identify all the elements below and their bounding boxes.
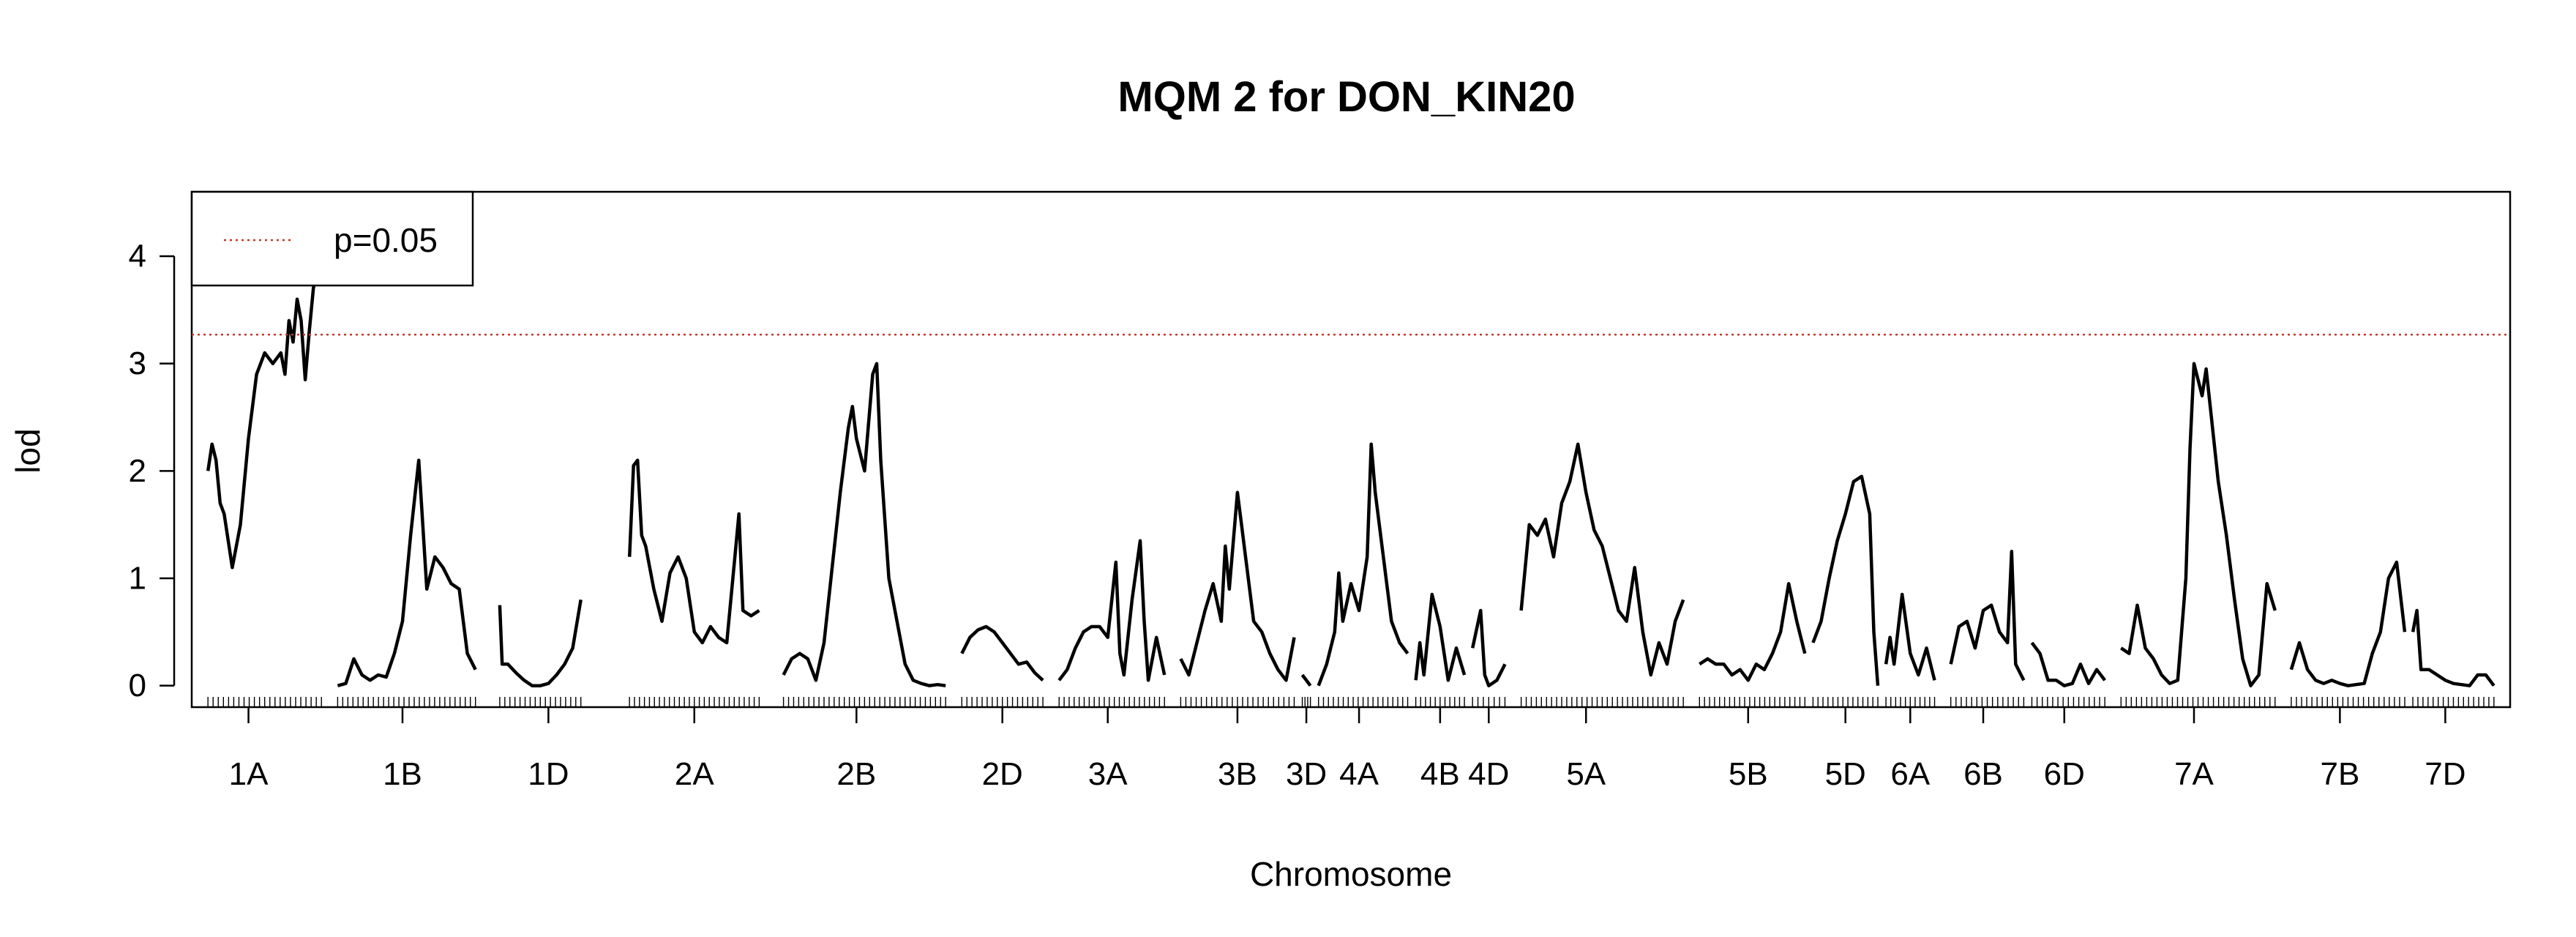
chromosome-label-1A: 1A — [229, 756, 269, 792]
chromosome-label-1B: 1B — [383, 756, 422, 792]
chromosome-label-3A: 3A — [1088, 756, 1128, 792]
y-tick-label: 0 — [129, 668, 146, 703]
plot-frame — [190, 190, 2512, 709]
lod-curve-1B — [337, 458, 477, 687]
marker-rug — [207, 697, 2495, 707]
lod-curve-4B — [1414, 592, 1467, 682]
lod-curve-6A — [1884, 592, 1936, 681]
lod-curve-5D — [1811, 474, 1880, 686]
chromosome-label-7A: 7A — [2174, 756, 2214, 792]
lod-curve-4D — [1471, 608, 1507, 687]
y-tick-label: 1 — [129, 561, 146, 597]
y-tick-label: 3 — [129, 346, 146, 381]
lod-curve-7B — [2289, 560, 2407, 687]
chromosome-label-5D: 5D — [1825, 756, 1866, 792]
chromosome-label-1D: 1D — [528, 756, 569, 792]
legend: p=0.05 — [190, 190, 474, 287]
chromosome-label-7B: 7B — [2320, 756, 2359, 792]
legend-box — [190, 190, 474, 287]
chart-title: MQM 2 for DON_KIN20 — [1117, 73, 1575, 121]
lod-curve-5A — [1519, 442, 1685, 677]
lod-curve-2B — [782, 362, 946, 687]
chromosome-label-4D: 4D — [1468, 756, 1509, 792]
chromosome-label-2A: 2A — [675, 756, 714, 792]
lod-curve-5B — [1699, 582, 1807, 682]
y-axis: 0 1 2 3 4 — [129, 239, 176, 703]
chromosome-label-6B: 6B — [1963, 756, 2003, 792]
lod-curve-6B — [1949, 550, 2026, 682]
lod-curve-6D — [2030, 641, 2106, 687]
y-axis-title: lod — [9, 428, 47, 473]
lod-curve-1A — [206, 244, 323, 570]
chromosome-label-3D: 3D — [1286, 756, 1327, 792]
lod-curve-2A — [627, 458, 760, 645]
chromosome-label-6A: 6A — [1890, 756, 1930, 792]
lod-curve-3A — [1057, 539, 1167, 682]
x-axis-title: Chromosome — [1250, 855, 1452, 893]
y-tick-label: 4 — [129, 239, 146, 275]
x-axis: 1A 1B 1D 2A 2B 2D 3A 3B 3D 4A 4B 4D 5A 5B 5D 6A 6B 6D 7A 7B… — [229, 707, 2466, 792]
lod-curve-1D — [498, 599, 583, 687]
chromosome-label-6D: 6D — [2044, 756, 2085, 792]
lod-curves — [206, 244, 2496, 687]
lod-curve-7A — [2120, 362, 2277, 687]
chromosome-label-4B: 4B — [1420, 756, 1460, 792]
chromosome-label-2D: 2D — [982, 756, 1023, 792]
lod-curve-2D — [960, 624, 1044, 682]
lod-curve-4A — [1317, 442, 1409, 687]
lod-curve-3D — [1300, 673, 1312, 687]
chromosome-label-5A: 5A — [1566, 756, 1606, 792]
chromosome-label-5B: 5B — [1729, 756, 1768, 792]
chromosome-label-2B: 2B — [836, 756, 876, 792]
lod-curve-3B — [1179, 490, 1296, 682]
chromosome-label-3B: 3B — [1218, 756, 1257, 792]
legend-label: p=0.05 — [334, 221, 438, 259]
chromosome-label-7D: 7D — [2425, 756, 2465, 792]
chromosome-label-4A: 4A — [1339, 756, 1379, 792]
lod-curve-7D — [2411, 608, 2496, 687]
y-tick-label: 2 — [129, 453, 146, 489]
